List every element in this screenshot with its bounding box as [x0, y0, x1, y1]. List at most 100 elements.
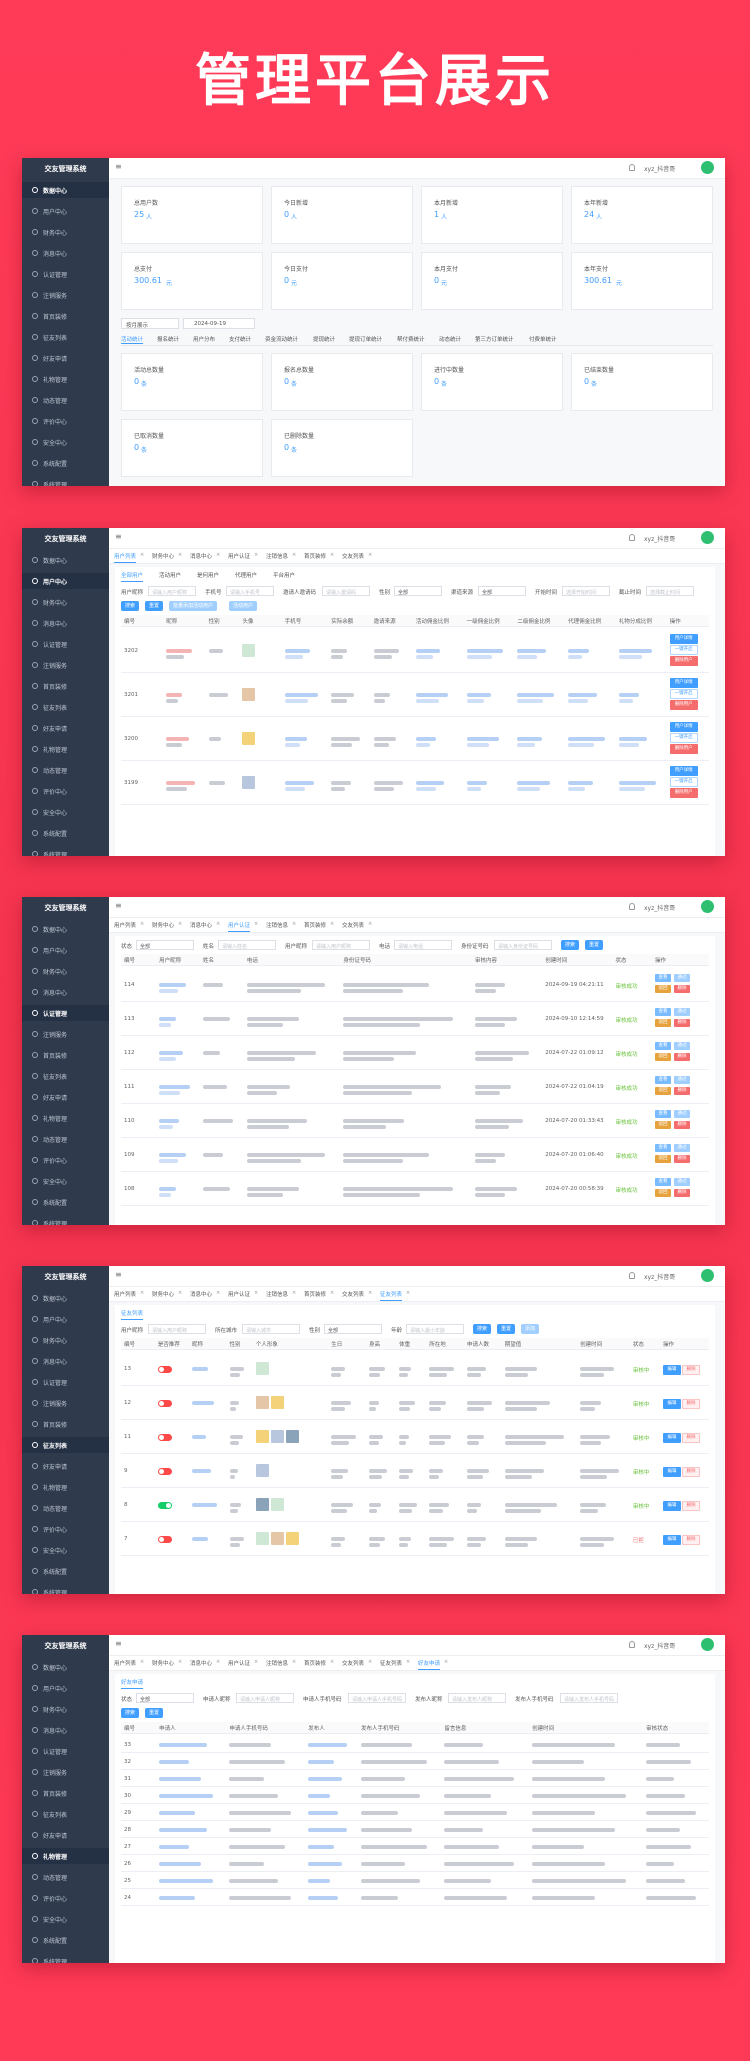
- action-button[interactable]: 删除: [673, 985, 690, 993]
- menu-item[interactable]: 动态管理: [22, 1500, 109, 1516]
- filter-input[interactable]: 选择开始时间: [562, 586, 610, 596]
- filter-input[interactable]: 请输入申请人昵称: [236, 1693, 294, 1703]
- page-tab[interactable]: 财务中心: [152, 1292, 175, 1298]
- sub-tab[interactable]: 好友申请: [121, 1678, 144, 1689]
- tab-close[interactable]: ×: [330, 552, 335, 558]
- menu-item[interactable]: 评价中心: [22, 1521, 109, 1537]
- action-button[interactable]: 驳回: [654, 1155, 671, 1163]
- menu-toggle[interactable]: ≡: [115, 1270, 122, 1279]
- tab-close[interactable]: ×: [254, 1290, 259, 1296]
- tab-close[interactable]: ×: [216, 552, 221, 558]
- recommend-switch[interactable]: [157, 1434, 172, 1441]
- page-tab[interactable]: 征友列表: [380, 1290, 403, 1301]
- action-button[interactable]: 通过: [673, 1008, 690, 1016]
- filter-input[interactable]: 请输入发布人昵称: [448, 1693, 506, 1703]
- page-tab[interactable]: 首页装修: [304, 923, 327, 929]
- page-tab[interactable]: 首页装修: [304, 554, 327, 560]
- tab-close[interactable]: ×: [254, 921, 259, 927]
- menu-item[interactable]: 礼物管理: [22, 1110, 109, 1126]
- stat-tab[interactable]: 支付统计: [229, 337, 252, 343]
- tab-close[interactable]: ×: [140, 552, 145, 558]
- menu-item[interactable]: 财务中心: [22, 224, 109, 240]
- page-tab[interactable]: 用户认证: [228, 1292, 251, 1298]
- user-name[interactable]: xyz_抖音哥: [644, 536, 676, 543]
- menu-item[interactable]: 礼物管理: [22, 1848, 109, 1864]
- tab-close[interactable]: ×: [254, 1659, 259, 1665]
- button[interactable]: 搜索: [121, 1708, 140, 1718]
- menu-item[interactable]: 安全中心: [22, 1542, 109, 1558]
- action-button[interactable]: 删除: [673, 1189, 690, 1197]
- page-tab[interactable]: 用户认证: [228, 554, 251, 560]
- menu-toggle[interactable]: ≡: [115, 162, 122, 171]
- menu-item[interactable]: 系统管理: [22, 476, 109, 486]
- page-tab[interactable]: 首页装修: [304, 1292, 327, 1298]
- tab-close[interactable]: ×: [330, 921, 335, 927]
- page-tab[interactable]: 财务中心: [152, 923, 175, 929]
- action-button[interactable]: 编辑: [663, 1399, 681, 1409]
- button[interactable]: 重置: [145, 1708, 164, 1718]
- page-tab[interactable]: 用户列表: [114, 923, 137, 929]
- filter-input[interactable]: 请输入城市: [242, 1324, 300, 1334]
- action-button[interactable]: 删除用户: [669, 788, 698, 798]
- button[interactable]: 批量添加活动用户: [169, 601, 218, 611]
- menu-item[interactable]: 征友列表: [22, 329, 109, 345]
- tab-close[interactable]: ×: [216, 1290, 221, 1296]
- menu-item[interactable]: 征友列表: [22, 699, 109, 715]
- stat-tab[interactable]: 动态统计: [439, 337, 462, 343]
- stat-tab[interactable]: 提现订单统计: [349, 337, 383, 343]
- menu-item[interactable]: 认证管理: [22, 1743, 109, 1759]
- stat-tab[interactable]: 提现统计: [313, 337, 336, 343]
- page-tab[interactable]: 消息中心: [190, 554, 213, 560]
- button[interactable]: 活动用户: [229, 601, 258, 611]
- user-name[interactable]: xyz_抖音哥: [644, 166, 676, 173]
- tab-close[interactable]: ×: [444, 1659, 449, 1665]
- menu-item[interactable]: 财务中心: [22, 1701, 109, 1717]
- menu-item[interactable]: 消息中心: [22, 1353, 109, 1369]
- tab-close[interactable]: ×: [406, 1290, 411, 1296]
- button[interactable]: 重置: [145, 601, 164, 611]
- sub-tab[interactable]: 平台用户: [273, 573, 296, 579]
- bell-icon[interactable]: [629, 903, 635, 910]
- menu-item[interactable]: 消息中心: [22, 615, 109, 631]
- menu-item[interactable]: 动态管理: [22, 392, 109, 408]
- menu-item[interactable]: 好友申请: [22, 1827, 109, 1843]
- menu-item[interactable]: 财务中心: [22, 1332, 109, 1348]
- menu-item[interactable]: 数据中心: [22, 921, 109, 937]
- menu-item[interactable]: 消息中心: [22, 1722, 109, 1738]
- tab-close[interactable]: ×: [140, 1659, 145, 1665]
- page-tab[interactable]: 征友列表: [380, 1661, 403, 1667]
- filter-input[interactable]: 请输入最小年龄: [406, 1324, 464, 1334]
- filter-input[interactable]: 请输入申请人手机号码: [348, 1693, 406, 1703]
- action-button[interactable]: 编辑: [663, 1501, 681, 1511]
- filter-input[interactable]: 全部: [136, 1693, 194, 1703]
- action-button[interactable]: 用户详情: [669, 766, 698, 776]
- page-tab[interactable]: 交友列表: [342, 923, 365, 929]
- button[interactable]: 重置: [497, 1324, 516, 1334]
- menu-item[interactable]: 数据中心: [22, 1659, 109, 1675]
- page-tab[interactable]: 注销信息: [266, 923, 289, 929]
- user-name[interactable]: xyz_抖音哥: [644, 905, 676, 912]
- menu-item[interactable]: 安全中心: [22, 434, 109, 450]
- filter-input[interactable]: 全部: [478, 586, 526, 596]
- filter-input[interactable]: 请输入邀请码: [322, 586, 370, 596]
- menu-item[interactable]: 安全中心: [22, 1173, 109, 1189]
- menu-item[interactable]: 用户中心: [22, 203, 109, 219]
- avatar[interactable]: [701, 161, 714, 174]
- stat-tab[interactable]: 付费单统计: [529, 337, 557, 343]
- menu-item[interactable]: 财务中心: [22, 963, 109, 979]
- page-tab[interactable]: 消息中心: [190, 1292, 213, 1298]
- tab-close[interactable]: ×: [178, 921, 183, 927]
- menu-item[interactable]: 好友申请: [22, 1089, 109, 1105]
- sub-tab[interactable]: 全部用户: [121, 571, 144, 582]
- page-tab[interactable]: 消息中心: [190, 923, 213, 929]
- stat-tab[interactable]: 第三方订单统计: [475, 337, 514, 343]
- page-tab[interactable]: 用户认证: [228, 921, 251, 932]
- action-button[interactable]: 查看: [654, 1008, 671, 1016]
- page-tab[interactable]: 交友列表: [342, 1661, 365, 1667]
- tab-close[interactable]: ×: [140, 921, 145, 927]
- stat-tab[interactable]: 用户分布: [193, 337, 216, 343]
- menu-item[interactable]: 好友申请: [22, 1458, 109, 1474]
- user-name[interactable]: xyz_抖音哥: [644, 1274, 676, 1281]
- stat-tab[interactable]: 帮付费统计: [397, 337, 425, 343]
- tab-close[interactable]: ×: [292, 1659, 297, 1665]
